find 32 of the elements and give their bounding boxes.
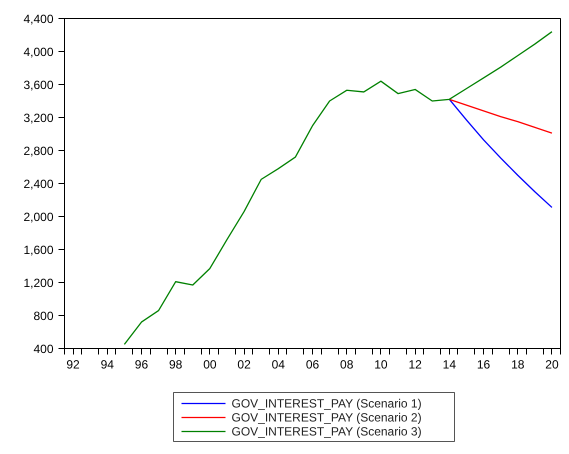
x-tick-label: 20: [545, 358, 559, 372]
legend-label: GOV_INTEREST_PAY (Scenario 3): [232, 424, 422, 438]
x-tick-label: 92: [66, 358, 80, 372]
y-tick-label: 2,800: [23, 144, 54, 158]
line-series: [448, 98, 553, 134]
y-tick-label: 800: [33, 309, 54, 323]
x-tick-label: 94: [100, 358, 114, 372]
legend-label: GOV_INTEREST_PAY (Scenario 1): [232, 396, 422, 410]
x-tick-label: 98: [169, 358, 183, 372]
x-tick-label: 16: [476, 358, 491, 372]
x-tick-label: 12: [408, 358, 422, 372]
x-tick-label: 10: [374, 358, 388, 372]
line-series: [124, 31, 553, 346]
y-tick-label: 4,400: [23, 12, 54, 26]
y-tick-label: 1,600: [23, 243, 54, 257]
x-tick-label: 14: [442, 358, 456, 372]
x-tick-label: 96: [134, 358, 148, 372]
y-tick-label: 2,400: [23, 177, 54, 191]
x-tick-label: 18: [511, 358, 525, 372]
line-series: [448, 98, 553, 208]
y-tick-label: 4,000: [23, 45, 54, 59]
x-tick-label: 02: [237, 358, 252, 372]
y-tick-label: 3,200: [23, 111, 54, 125]
x-tick-label: 04: [272, 358, 286, 372]
x-tick-label: 08: [340, 358, 354, 372]
y-tick-label: 400: [33, 342, 54, 356]
y-tick-label: 2,000: [23, 210, 54, 224]
y-tick-label: 1,200: [23, 276, 54, 290]
x-tick-label: 06: [306, 358, 320, 372]
x-tick-label: 00: [203, 358, 217, 372]
y-tick-label: 3,600: [23, 78, 54, 92]
legend-label: GOV_INTEREST_PAY (Scenario 2): [232, 410, 422, 424]
